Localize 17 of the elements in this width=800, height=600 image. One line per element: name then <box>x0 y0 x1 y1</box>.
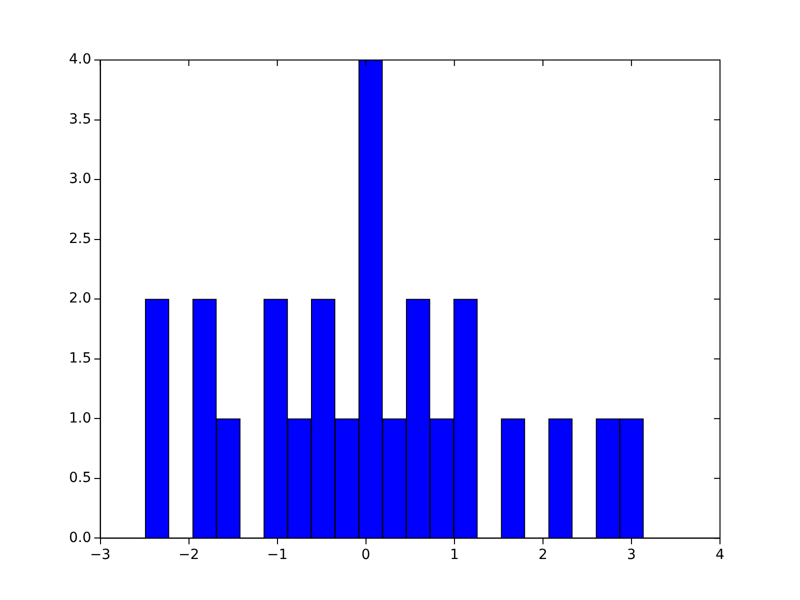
y-tick-label: 4.0 <box>69 52 92 68</box>
x-tick-label: 4 <box>716 547 725 564</box>
x-tick-label: 0 <box>361 547 370 564</box>
y-tick-label: 3.0 <box>69 171 92 188</box>
x-tick-label: 3 <box>627 547 636 564</box>
y-tick-label: 0.5 <box>69 470 92 486</box>
y-tick-label: 2.0 <box>69 290 92 307</box>
y-tick-label: 0.0 <box>69 530 92 546</box>
y-tick-label: 1.5 <box>69 350 92 367</box>
x-tick-label: 2 <box>538 547 548 564</box>
x-tick-label: −1 <box>267 547 288 564</box>
x-tick-label: −2 <box>178 547 200 564</box>
y-tick-label: 3.5 <box>69 111 92 128</box>
x-tick-label: −3 <box>90 547 111 564</box>
x-tick-label: 1 <box>450 547 459 564</box>
y-tick-label: 2.5 <box>69 230 92 247</box>
y-tick-label: 1.0 <box>69 410 92 426</box>
